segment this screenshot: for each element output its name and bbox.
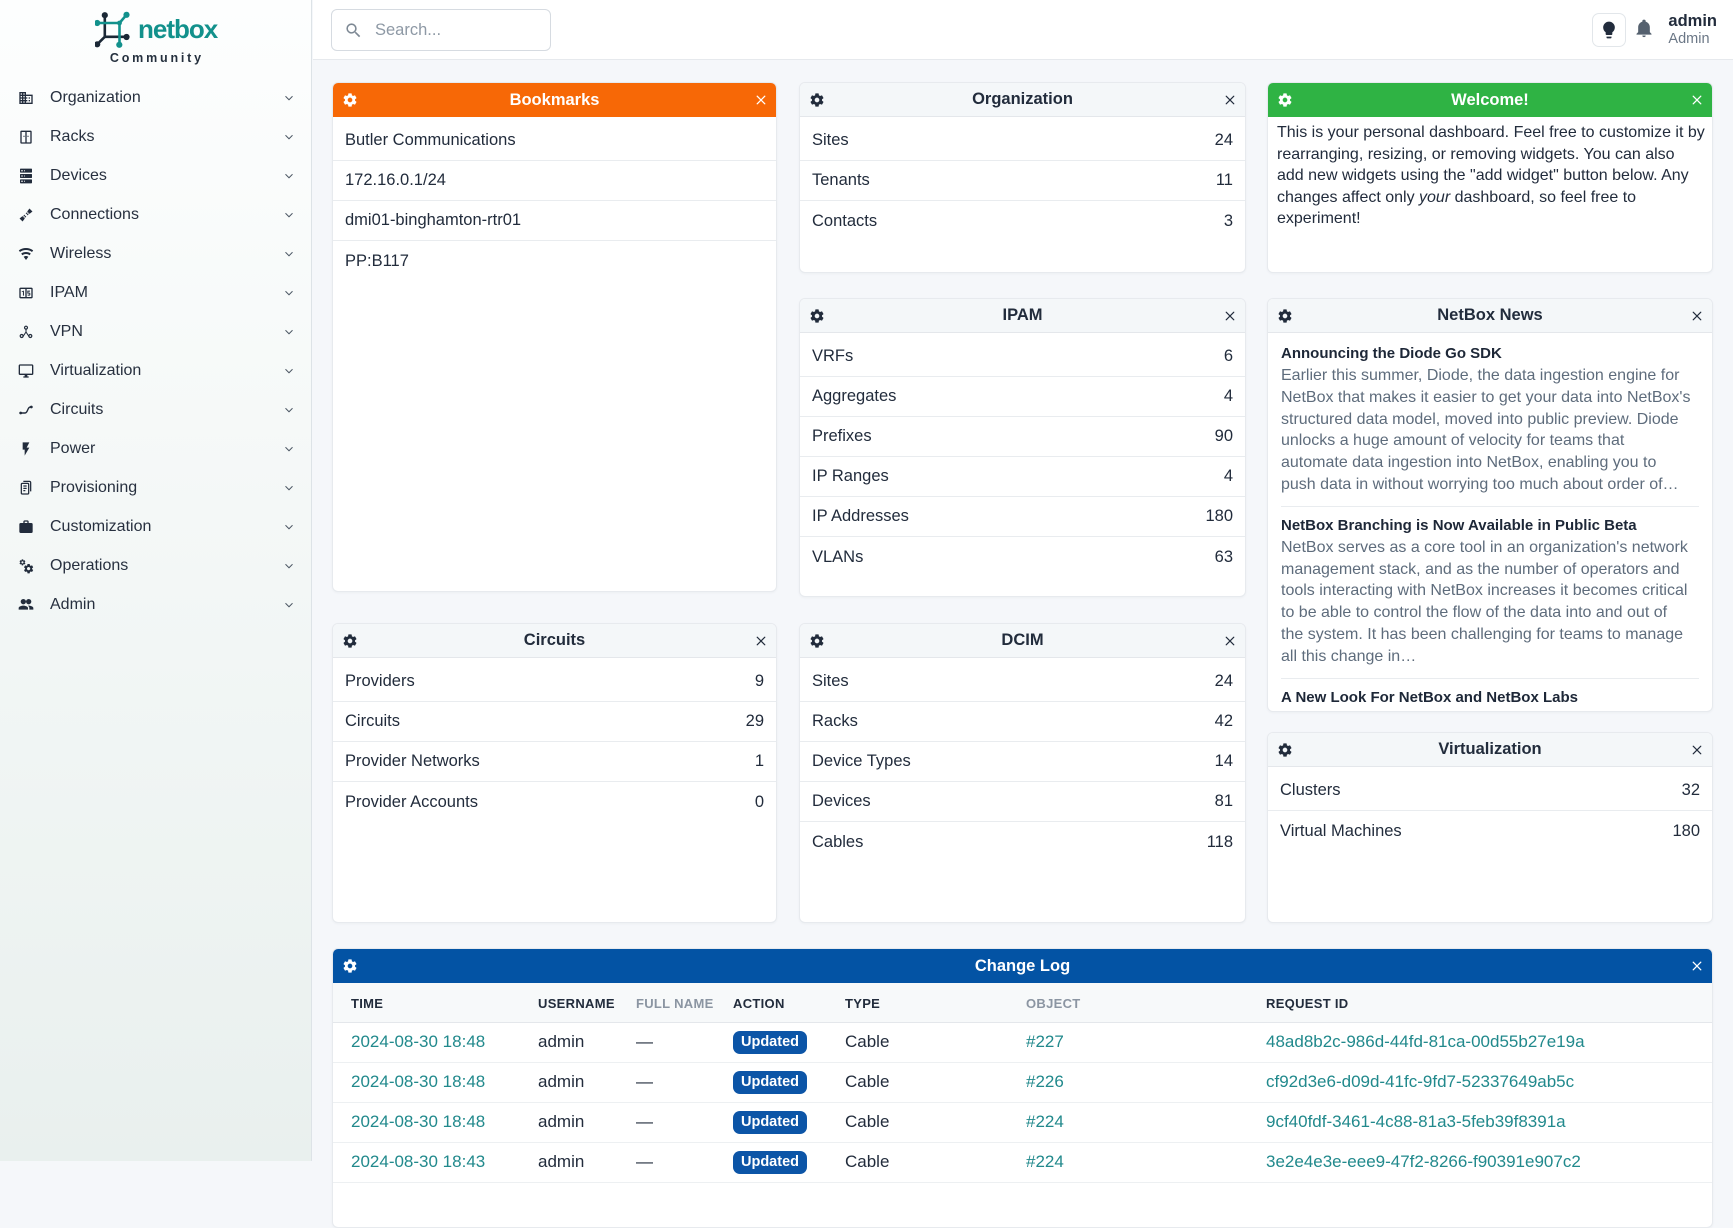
svg-text:netbox: netbox [138, 14, 219, 44]
